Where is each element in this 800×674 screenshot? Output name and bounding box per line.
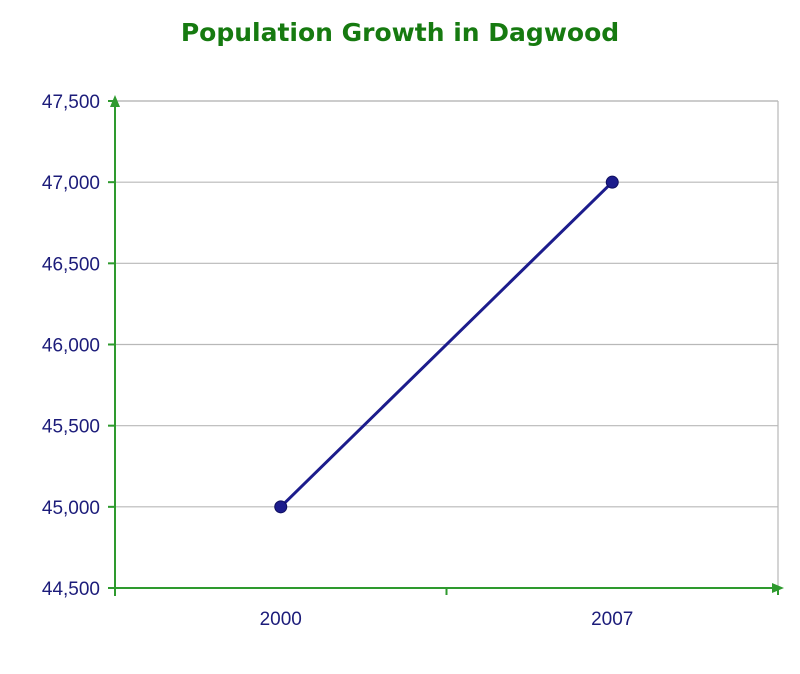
y-tick-label: 45,000 bbox=[42, 498, 100, 519]
y-tick-label: 47,500 bbox=[42, 92, 100, 113]
y-axis-ticks: 44,500 45,000 45,500 46,000 46,500 47,000 47,5… bbox=[42, 92, 115, 600]
y-tick-label: 45,500 bbox=[42, 417, 100, 438]
y-tick-label: 46,500 bbox=[42, 254, 100, 275]
data-point bbox=[605, 175, 619, 189]
x-axis-ticks: 2000 2007 bbox=[114, 588, 779, 630]
data-point bbox=[274, 500, 288, 514]
y-tick-label: 46,000 bbox=[42, 336, 100, 357]
y-tick-label: 47,000 bbox=[42, 173, 100, 194]
y-tick-label: 44,500 bbox=[42, 579, 100, 600]
data-series bbox=[274, 175, 619, 514]
series-line bbox=[279, 181, 614, 508]
grid-lines bbox=[115, 100, 779, 588]
x-tick-label: 2007 bbox=[591, 609, 633, 630]
chart-title: Population Growth in Dagwood bbox=[180, 18, 620, 47]
x-tick-label: 2000 bbox=[260, 609, 302, 630]
